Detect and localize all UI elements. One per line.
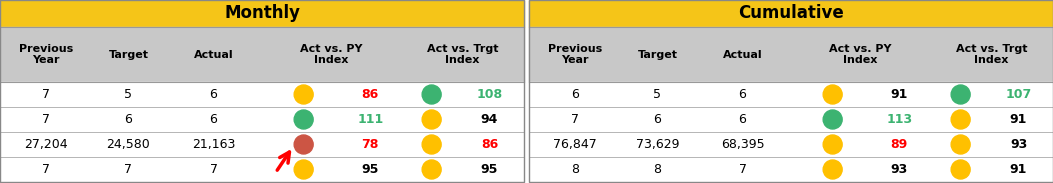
Bar (529, 0, 1053, 27)
Bar (0, 107, 524, 132)
Text: 68,395: 68,395 (720, 138, 764, 151)
Text: 94: 94 (481, 113, 498, 126)
Text: Monthly: Monthly (224, 5, 300, 23)
Text: 95: 95 (481, 163, 498, 176)
Circle shape (823, 85, 842, 104)
Text: 113: 113 (887, 113, 912, 126)
Text: Actual: Actual (194, 49, 234, 59)
Circle shape (823, 160, 842, 179)
Text: 7: 7 (42, 163, 49, 176)
Circle shape (422, 110, 441, 129)
Bar (529, 107, 1053, 132)
Text: 91: 91 (1010, 113, 1028, 126)
Text: Actual: Actual (722, 49, 762, 59)
Bar (529, 82, 1053, 107)
Text: 6: 6 (210, 113, 218, 126)
Circle shape (951, 135, 970, 154)
Text: 5: 5 (653, 88, 661, 101)
Text: 73,629: 73,629 (636, 138, 679, 151)
Text: Act vs. PY
Index: Act vs. PY Index (300, 44, 362, 65)
Text: 8: 8 (653, 163, 661, 176)
Text: 78: 78 (361, 138, 379, 151)
Text: 8: 8 (571, 163, 579, 176)
Text: Previous
Year: Previous Year (19, 44, 73, 65)
Bar (0, 132, 524, 157)
Circle shape (823, 110, 842, 129)
Text: 5: 5 (124, 88, 133, 101)
Bar (0, 0, 524, 27)
Circle shape (823, 135, 842, 154)
Circle shape (951, 85, 970, 104)
Text: 27,204: 27,204 (24, 138, 67, 151)
Circle shape (422, 85, 441, 104)
Text: 93: 93 (891, 163, 908, 176)
Circle shape (422, 135, 441, 154)
Circle shape (294, 85, 313, 104)
Text: 93: 93 (1010, 138, 1027, 151)
Text: 86: 86 (361, 88, 379, 101)
Text: 107: 107 (1006, 88, 1032, 101)
Bar (0, 27, 524, 82)
Text: 91: 91 (1010, 163, 1028, 176)
Bar (529, 132, 1053, 157)
Text: Target: Target (637, 49, 677, 59)
Circle shape (294, 160, 313, 179)
Bar (529, 27, 1053, 82)
Text: 86: 86 (481, 138, 498, 151)
Text: 6: 6 (571, 88, 579, 101)
Text: 6: 6 (210, 88, 218, 101)
Text: 108: 108 (476, 88, 502, 101)
Bar (0, 82, 524, 107)
Text: Act vs. Trgt
Index: Act vs. Trgt Index (426, 44, 498, 65)
Circle shape (951, 160, 970, 179)
Bar (0, 157, 524, 182)
Text: Cumulative: Cumulative (738, 5, 843, 23)
Bar (529, 157, 1053, 182)
Text: Act vs. PY
Index: Act vs. PY Index (829, 44, 892, 65)
Text: 21,163: 21,163 (192, 138, 235, 151)
Text: 76,847: 76,847 (553, 138, 597, 151)
Text: 6: 6 (738, 88, 747, 101)
Circle shape (294, 110, 313, 129)
Text: 6: 6 (124, 113, 133, 126)
Text: Target: Target (108, 49, 148, 59)
Text: 6: 6 (654, 113, 661, 126)
Text: 95: 95 (361, 163, 379, 176)
Bar (0, 0, 524, 182)
Circle shape (422, 160, 441, 179)
Text: 24,580: 24,580 (106, 138, 151, 151)
Text: 7: 7 (210, 163, 218, 176)
Circle shape (951, 110, 970, 129)
Text: 111: 111 (357, 113, 383, 126)
Text: 89: 89 (891, 138, 908, 151)
Text: 7: 7 (42, 113, 49, 126)
Text: 7: 7 (571, 113, 579, 126)
Text: 91: 91 (891, 88, 908, 101)
Text: 7: 7 (42, 88, 49, 101)
Text: 6: 6 (738, 113, 747, 126)
Text: 7: 7 (738, 163, 747, 176)
Text: Act vs. Trgt
Index: Act vs. Trgt Index (956, 44, 1027, 65)
Circle shape (294, 135, 313, 154)
Text: Previous
Year: Previous Year (548, 44, 602, 65)
Bar (529, 0, 1053, 182)
Text: 7: 7 (124, 163, 133, 176)
